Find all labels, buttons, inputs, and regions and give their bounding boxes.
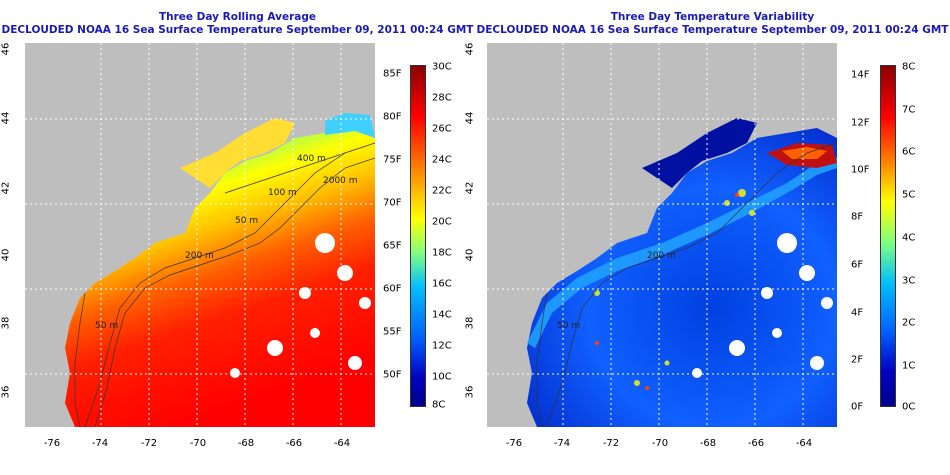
colorbar-f-label: 75F [383,154,402,166]
colorbar-f-label: 65F [383,240,402,252]
colorbar-c-label: 0C [902,401,916,413]
contour-label: 50 m [557,321,580,331]
colorbar-c-label: 30C [432,61,452,73]
temperature-colorbar [410,65,426,407]
y-tick-label: 42 [0,181,12,195]
contour-label: 50 m [235,216,258,226]
colorbar-f-label: 80F [383,111,402,123]
y-tick-label: 42 [464,181,476,195]
x-tick-label: -74 [553,438,571,449]
contour-label: 100 m [268,188,297,198]
colorbar-c-label: 14C [432,309,452,321]
shelf-variability-band [527,158,837,348]
y-tick-label: 40 [464,248,476,262]
colorbar-c-label: 3C [902,275,916,287]
grid-lines [25,43,375,427]
gulf-of-maine [180,118,295,188]
x-tick-label: -64 [333,438,351,449]
colorbar-c-label: 8C [902,61,916,73]
right-title-line1: Three Day Temperature Variability [610,11,815,23]
colorbar-f-label: 8F [851,211,864,223]
variability-colorbar [880,65,896,407]
y-tick-label: 38 [0,316,12,330]
gulf-of-maine [642,118,757,188]
colorbar-c-label: 7C [902,104,916,116]
x-tick-label: -70 [651,438,669,449]
y-tick-label: 36 [464,385,476,399]
y-tick-label: 46 [464,42,476,56]
colorbar-f-label: 55F [383,326,402,338]
bathymetry-contours [74,142,375,427]
x-tick-label: -68 [699,438,717,449]
sst-average-panel: Three Day Rolling Average DECLOUDED NOAA… [0,11,474,449]
colorbar-c-label: 12C [432,340,452,352]
right-title-line2: DECLOUDED NOAA 16 Sea Surface Temperatur… [476,24,949,36]
contour-label: 400 m [297,154,326,164]
colorbar-c-label: 4C [902,232,916,244]
x-tick-label: -72 [140,438,158,449]
x-tick-label: -76 [43,438,61,449]
sst-variability-panel: Three Day Temperature Variability DECLOU… [465,0,950,475]
colorbar-f-label: 70F [383,197,402,209]
x-tick-label: -66 [747,438,765,449]
hot-streaks [595,193,739,390]
colorbar-c-label: 1C [902,360,916,372]
y-tick-label: 36 [0,385,12,399]
y-tick-label: 44 [464,111,476,125]
colorbar-f-label: 4F [851,307,864,319]
cloud-patches [692,233,833,378]
colorbar-f-label: 60F [383,283,402,295]
y-tick-label: 40 [0,248,12,262]
left-title-line1: Three Day Rolling Average [158,11,317,23]
colorbar-f-label: 6F [851,259,864,271]
colorbar-f-label: 2F [851,354,864,366]
colorbar-f-label: 50F [383,369,402,381]
grid-lines [487,43,837,427]
x-tick-label: -64 [795,438,813,449]
left-title-line2: DECLOUDED NOAA 16 Sea Surface Temperatur… [1,24,474,36]
colorbar-c-label: 22C [432,185,452,197]
colorbar-f-label: 14F [851,69,870,81]
colorbar-c-label: 10C [432,371,452,383]
x-tick-label: -74 [91,438,109,449]
colorbar-f-label: 0F [851,401,864,413]
bathymetry-contours [536,142,837,427]
colorbar-c-label: 28C [432,92,452,104]
x-tick-label: -70 [189,438,207,449]
sst-average-map[interactable]: 400 m 100 m 2000 m 50 m 200 m 50 m [25,43,375,427]
colorbar-c-label: 24C [432,154,452,166]
ocean-region [65,128,375,427]
contour-label: 200 m [185,251,214,261]
x-tick-label: -68 [237,438,255,449]
y-tick-label: 46 [0,42,12,56]
cloud-patches [230,233,371,378]
contour-label: 50 m [95,321,118,331]
colorbar-c-label: 5C [902,189,916,201]
colorbar-f-label: 10F [851,164,870,176]
colorbar-f-label: 85F [383,68,402,80]
colorbar-c-label: 6C [902,146,916,158]
warm-streaks [594,189,755,386]
y-tick-label: 44 [0,111,12,125]
colorbar-c-label: 20C [432,216,452,228]
colorbar-f-label: 12F [851,117,870,129]
colorbar-c-label: 2C [902,317,916,329]
contour-label: 200 m [647,251,676,261]
x-tick-label: -72 [602,438,620,449]
colorbar-c-label: 16C [432,278,452,290]
colorbar-c-label: 26C [432,123,452,135]
colorbar-c-label: 18C [432,247,452,259]
x-tick-label: -76 [505,438,523,449]
sst-variability-map[interactable]: 200 m 50 m [487,43,837,427]
colorbar-c-label: 8C [432,399,446,411]
nova-scotia-shelf [325,113,375,138]
y-tick-label: 38 [464,316,476,330]
contour-label: 2000 m [323,176,358,186]
x-tick-label: -66 [285,438,303,449]
